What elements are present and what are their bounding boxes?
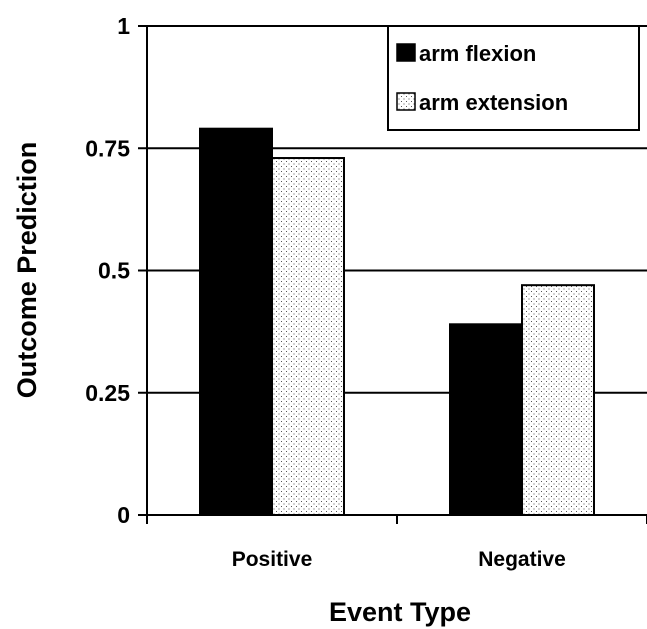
legend-swatch-arm-flexion xyxy=(396,43,416,62)
bar-arm-extension-negative xyxy=(521,284,595,517)
legend-label-arm-flexion: arm flexion xyxy=(419,41,536,66)
x-tick-label: Negative xyxy=(478,548,566,571)
tick-labels: 0 0.25 0.5 0.75 1 Positive Negative xyxy=(85,13,566,571)
bar-arm-flexion-negative xyxy=(449,323,523,517)
bar-arm-extension-positive xyxy=(271,157,345,516)
y-tick-label: 1 xyxy=(117,13,130,39)
legend-label-arm-extension: arm extension xyxy=(419,90,568,115)
bars xyxy=(199,127,595,517)
bar-arm-flexion-positive xyxy=(199,127,273,516)
legend-swatch-arm-extension xyxy=(396,92,416,111)
legend: arm flexion arm extension xyxy=(387,25,640,131)
y-tick-label: 0.5 xyxy=(98,258,130,284)
y-axis-title: Outcome Prediction xyxy=(12,142,42,399)
y-tick-label: 0.75 xyxy=(85,135,130,161)
x-axis-title: Event Type xyxy=(329,597,471,627)
axes xyxy=(138,25,647,524)
y-tick-label: 0 xyxy=(117,502,130,528)
y-tick-label: 0.25 xyxy=(85,380,130,406)
x-tick-label: Positive xyxy=(232,548,313,571)
legend-box xyxy=(387,25,640,131)
